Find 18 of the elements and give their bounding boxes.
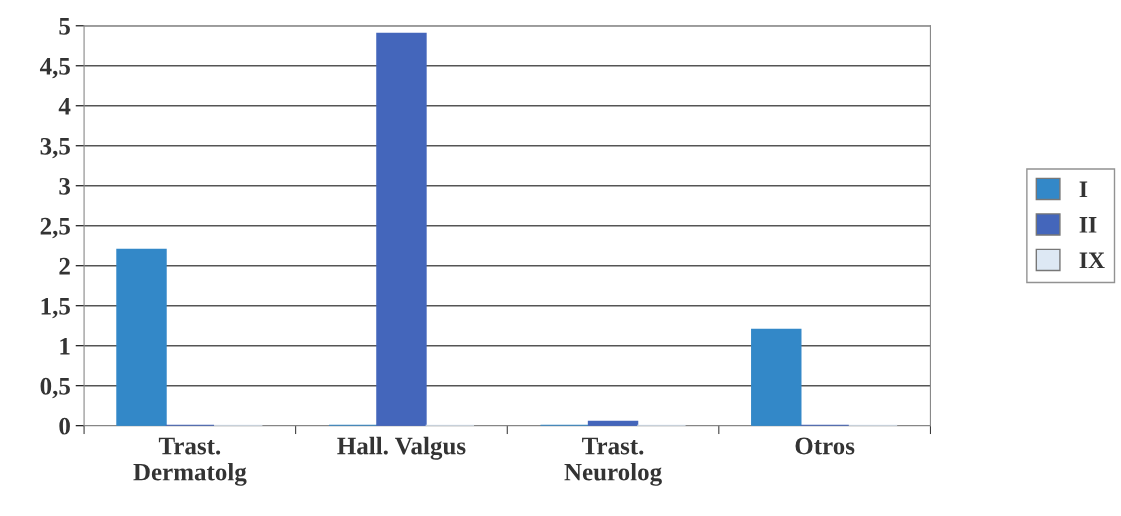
legend-label: IX <box>1079 252 1105 269</box>
legend-label: II <box>1079 217 1097 233</box>
legend-label: I <box>1079 181 1088 198</box>
y-tick-label: 2 <box>59 257 70 275</box>
y-tick-label: 0 <box>59 417 70 435</box>
y-tick-label: 4,5 <box>39 58 70 79</box>
x-tick-label: Hall. Valgus <box>337 436 466 460</box>
x-tick-label: Otros <box>795 437 855 455</box>
y-tick-label: 1,5 <box>41 297 70 319</box>
x-tick-label: Trast. Neurolog <box>564 437 662 486</box>
y-tick-label: 3,5 <box>40 137 70 159</box>
x-tick-label: Trast. Dermatolg <box>133 437 247 486</box>
y-tick-label: 2,5 <box>40 217 70 239</box>
y-tick-label: 3 <box>59 177 71 195</box>
y-tick-label: 1 <box>60 337 70 355</box>
y-tick-label: 0,5 <box>40 377 70 399</box>
y-tick-label: 4 <box>58 98 71 115</box>
y-tick-label: 5 <box>59 18 70 35</box>
